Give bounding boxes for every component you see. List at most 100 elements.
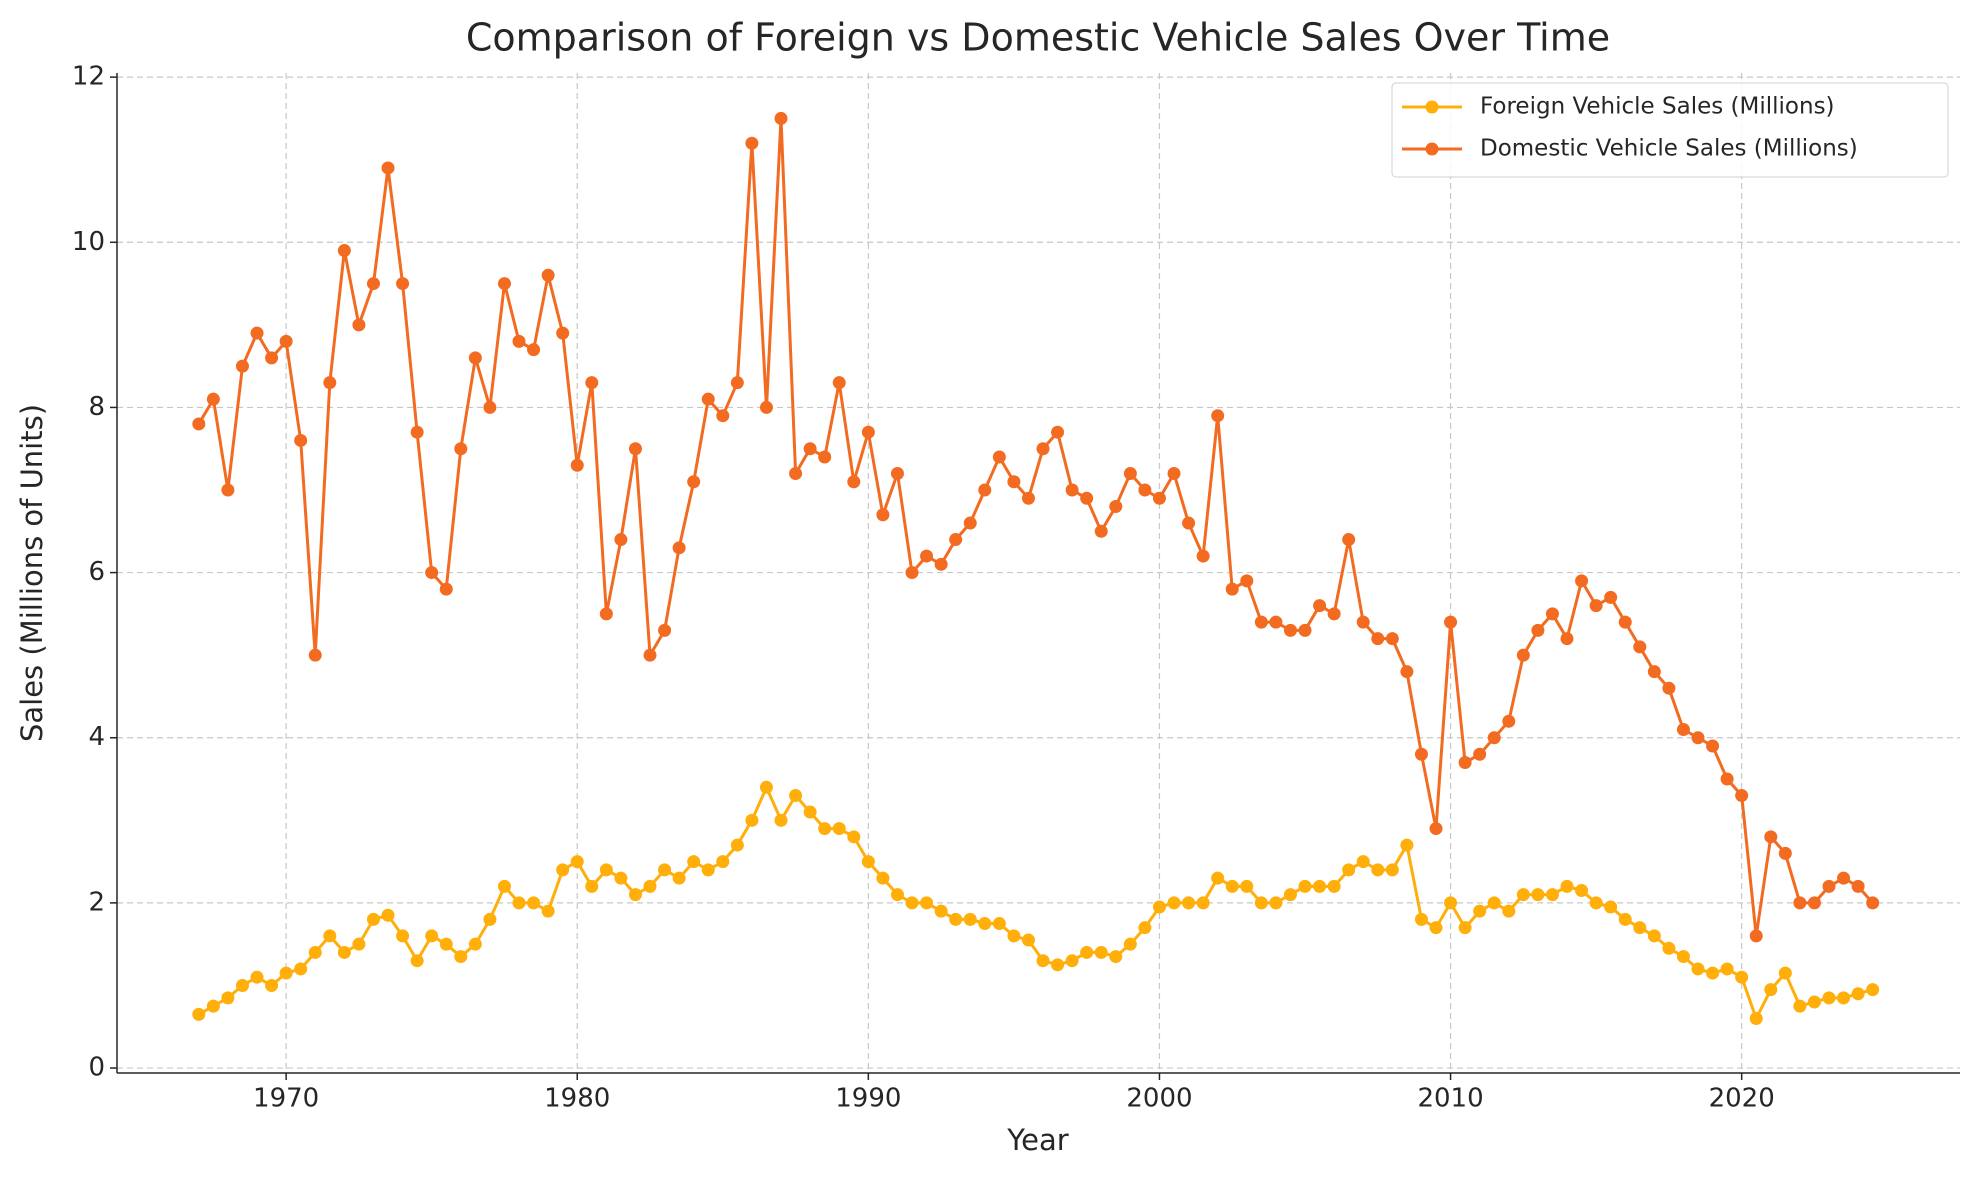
x-tick-label: 2010 [1417, 1084, 1483, 1114]
data-point [687, 855, 701, 869]
data-point [614, 871, 628, 885]
data-point [1429, 921, 1443, 935]
data-point [1822, 879, 1836, 893]
data-point [1327, 607, 1341, 621]
data-point [1167, 466, 1181, 480]
data-point [1225, 879, 1239, 893]
data-point [1502, 904, 1516, 918]
data-point [556, 326, 570, 340]
data-point [454, 950, 468, 964]
data-point [1313, 599, 1327, 613]
data-point [1007, 929, 1021, 943]
y-tick-label: 10 [72, 227, 105, 257]
data-point [425, 929, 439, 943]
data-point [1749, 1011, 1763, 1025]
data-point [1051, 958, 1065, 972]
data-point [1167, 896, 1181, 910]
data-point [410, 954, 424, 968]
data-point [1807, 896, 1821, 910]
data-point [1647, 665, 1661, 679]
data-point [1647, 929, 1661, 943]
data-point [1618, 615, 1632, 629]
legend-marker [1425, 100, 1439, 114]
data-point [1196, 896, 1210, 910]
data-point [1182, 896, 1196, 910]
data-point [1458, 756, 1472, 770]
data-point [832, 376, 846, 390]
data-point [1225, 582, 1239, 596]
data-point [294, 433, 308, 447]
data-point [1327, 879, 1341, 893]
data-point [1240, 879, 1254, 893]
data-point [614, 533, 628, 547]
data-point [279, 966, 293, 980]
data-point [818, 450, 832, 464]
data-point [963, 912, 977, 926]
data-point [1080, 491, 1094, 505]
data-point [1036, 954, 1050, 968]
data-point [337, 244, 351, 258]
data-point [1051, 425, 1065, 439]
data-point [789, 789, 803, 803]
data-point [628, 888, 642, 902]
data-point [497, 277, 511, 291]
data-point [599, 607, 613, 621]
data-point [1778, 846, 1792, 860]
data-point [978, 483, 992, 497]
y-tick-label: 6 [88, 557, 105, 587]
data-point [1065, 954, 1079, 968]
data-point [701, 863, 715, 877]
data-point [730, 376, 744, 390]
data-point [1851, 879, 1865, 893]
data-point [599, 863, 613, 877]
data-point [832, 822, 846, 836]
data-point [1123, 937, 1137, 951]
data-point [1196, 549, 1210, 563]
data-point [1764, 830, 1778, 844]
data-point [1560, 879, 1574, 893]
data-point [1414, 912, 1428, 926]
data-point [759, 400, 773, 414]
data-point [1342, 863, 1356, 877]
data-point [1385, 863, 1399, 877]
data-point [789, 466, 803, 480]
data-point [672, 541, 686, 555]
data-point [337, 945, 351, 959]
data-point [1473, 747, 1487, 761]
data-point [1866, 983, 1880, 997]
data-point [1371, 632, 1385, 646]
data-point [672, 871, 686, 885]
data-point [1822, 991, 1836, 1005]
data-point [308, 648, 322, 662]
data-point [585, 376, 599, 390]
data-point [1618, 912, 1632, 926]
data-point [992, 917, 1006, 931]
data-point [774, 813, 788, 827]
legend-marker [1425, 142, 1439, 156]
data-point [803, 442, 817, 456]
x-tick-label: 1980 [544, 1084, 610, 1114]
data-point [366, 277, 380, 291]
data-point [1531, 623, 1545, 637]
data-point [1152, 900, 1166, 914]
data-point [1531, 888, 1545, 902]
data-point [250, 970, 264, 984]
data-point [1414, 747, 1428, 761]
data-point [1793, 999, 1807, 1013]
data-point [803, 805, 817, 819]
data-point [1240, 574, 1254, 588]
data-point [1662, 681, 1676, 695]
data-point [1735, 789, 1749, 803]
data-point [1313, 879, 1327, 893]
data-point [1269, 615, 1283, 629]
data-point [745, 813, 759, 827]
data-point [570, 855, 584, 869]
data-point [992, 450, 1006, 464]
data-point [221, 991, 235, 1005]
data-point [716, 409, 730, 423]
y-axis-label: Sales (Millions of Units) [15, 404, 49, 742]
data-point [1094, 945, 1108, 959]
data-point [1182, 516, 1196, 530]
data-point [774, 111, 788, 125]
